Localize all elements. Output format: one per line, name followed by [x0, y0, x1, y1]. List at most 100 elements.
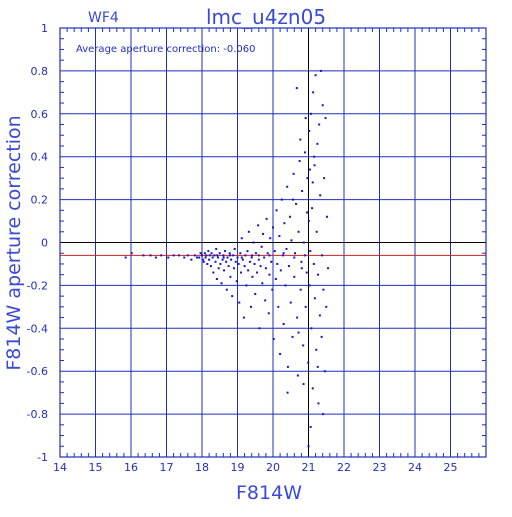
data-point: [302, 383, 305, 386]
data-point: [299, 138, 302, 141]
x-tick-label: 15: [89, 461, 103, 474]
data-point: [302, 344, 305, 347]
data-point: [247, 230, 250, 233]
data-point: [295, 87, 298, 90]
data-point: [199, 252, 202, 255]
data-point: [203, 252, 206, 255]
data-point: [307, 220, 310, 223]
data-point: [172, 254, 175, 257]
data-point: [322, 288, 325, 291]
data-point: [247, 269, 250, 272]
data-point: [210, 252, 213, 255]
data-point: [283, 222, 286, 225]
y-tick-label: -0.6: [27, 365, 48, 378]
data-point: [236, 256, 239, 259]
data-point: [196, 256, 199, 259]
data-point: [304, 117, 307, 120]
data-point: [225, 288, 228, 291]
data-point: [317, 273, 320, 276]
data-point: [256, 271, 259, 274]
tick-marks: [60, 28, 486, 457]
data-point: [229, 275, 232, 278]
data-point: [251, 254, 254, 257]
data-point: [223, 269, 226, 272]
data-point: [241, 258, 244, 261]
data-point: [316, 142, 319, 145]
x-tick-label: 22: [337, 461, 351, 474]
data-point: [308, 129, 311, 132]
corner-label: WF4: [88, 10, 119, 26]
x-tick-label: 17: [160, 461, 174, 474]
data-point: [316, 365, 319, 368]
data-point: [321, 104, 324, 107]
data-point: [277, 305, 280, 308]
data-point: [308, 168, 311, 171]
data-point: [226, 256, 229, 259]
y-tick-label: 0.4: [31, 151, 49, 164]
data-point: [300, 260, 303, 263]
y-tick-label: -0.4: [27, 322, 48, 335]
data-point: [305, 271, 308, 274]
data-point: [276, 262, 279, 265]
data-point: [285, 247, 288, 250]
data-point: [282, 252, 285, 255]
data-point: [221, 258, 224, 261]
y-tick-label: 0.6: [31, 108, 49, 121]
y-tick-label: 0.2: [31, 194, 49, 207]
data-point: [237, 262, 240, 265]
data-point: [230, 258, 233, 261]
data-point: [224, 250, 227, 253]
data-point: [317, 402, 320, 405]
data-point: [242, 316, 245, 319]
data-point: [214, 260, 217, 263]
data-point: [231, 295, 234, 298]
data-point: [183, 256, 186, 259]
data-point: [325, 305, 328, 308]
data-point: [240, 237, 243, 240]
data-point: [154, 256, 157, 259]
data-point: [273, 250, 276, 253]
x-tick-label: 20: [266, 461, 280, 474]
y-tick-label: -0.2: [27, 279, 48, 292]
data-point: [198, 256, 201, 259]
data-point: [249, 305, 252, 308]
data-point: [284, 284, 287, 287]
data-point: [286, 365, 289, 368]
data-point: [211, 256, 214, 259]
data-point: [222, 256, 225, 259]
data-point: [177, 254, 180, 257]
data-point: [325, 215, 328, 218]
data-point: [204, 256, 207, 259]
average-annotation: Average aperture correction: -0.060: [76, 44, 256, 55]
y-tick-label: 0: [41, 237, 48, 250]
data-point: [260, 245, 263, 248]
data-point: [220, 282, 223, 285]
data-point: [286, 185, 289, 188]
data-point: [296, 374, 299, 377]
data-point: [262, 232, 265, 235]
data-point: [289, 301, 292, 304]
x-tick-label: 19: [231, 461, 245, 474]
data-point: [309, 425, 312, 428]
data-point: [313, 164, 316, 167]
data-point: [218, 252, 221, 255]
data-point: [270, 260, 273, 263]
data-point: [293, 256, 296, 259]
data-point: [268, 273, 271, 276]
data-point: [315, 348, 318, 351]
data-point: [257, 254, 260, 257]
y-axis-label: F814W aperture correction: [3, 115, 25, 370]
data-point: [208, 258, 211, 261]
data-point: [160, 254, 163, 257]
data-point: [239, 252, 242, 255]
data-point: [282, 323, 285, 326]
data-point: [167, 256, 170, 259]
data-point: [278, 235, 281, 238]
data-point: [303, 254, 306, 257]
data-point: [307, 361, 310, 364]
data-point: [320, 335, 323, 338]
data-point: [216, 256, 219, 259]
data-point: [274, 277, 277, 280]
data-point: [228, 252, 231, 255]
